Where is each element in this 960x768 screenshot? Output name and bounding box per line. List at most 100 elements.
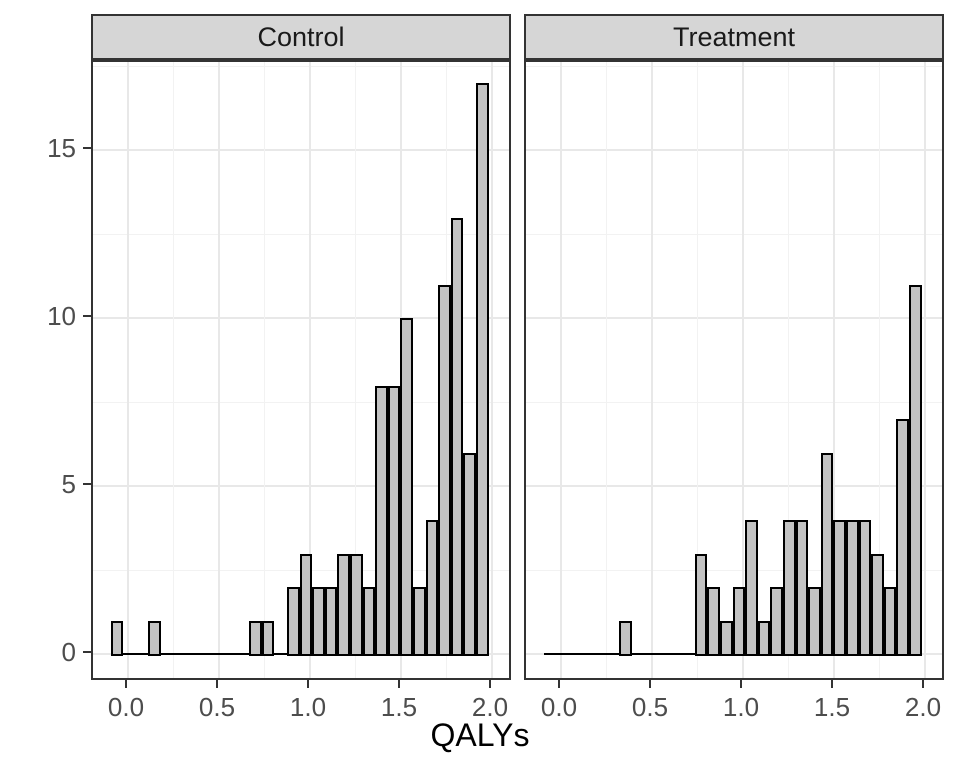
y-tick-label: 15 bbox=[47, 133, 76, 164]
y-axis-tick bbox=[83, 315, 91, 318]
x-tick-label: 1.5 bbox=[813, 692, 851, 722]
histogram-bar bbox=[619, 620, 632, 657]
histogram-bar bbox=[262, 620, 274, 657]
gridline-major-v bbox=[559, 62, 562, 678]
histogram-bar bbox=[337, 553, 350, 657]
histogram-bar bbox=[438, 284, 451, 657]
histogram-bar bbox=[249, 620, 262, 657]
gridline-minor-h bbox=[526, 569, 942, 571]
x-axis-tick bbox=[921, 680, 924, 688]
histogram-bar bbox=[325, 587, 337, 657]
histogram-bar bbox=[871, 553, 884, 657]
histogram-bar bbox=[733, 587, 745, 657]
gridline-major-h bbox=[93, 317, 509, 320]
x-axis-tick bbox=[306, 680, 309, 688]
y-tick-label: 0 bbox=[61, 637, 76, 668]
x-axis-tick bbox=[488, 680, 491, 688]
histogram-bar bbox=[896, 419, 909, 657]
gridline-minor-v bbox=[354, 62, 356, 678]
histogram-bar bbox=[720, 620, 733, 657]
histogram-bar bbox=[821, 452, 833, 657]
histogram-bar bbox=[859, 520, 871, 657]
histogram-bar bbox=[833, 520, 846, 657]
gridline-minor-h bbox=[526, 401, 942, 403]
x-tick-label: 2.0 bbox=[904, 692, 942, 722]
histogram-bar bbox=[350, 553, 363, 657]
gridline-major-h bbox=[93, 485, 509, 488]
gridline-minor-h bbox=[526, 233, 942, 235]
gridline-minor-h bbox=[93, 233, 509, 235]
x-tick-label: 1.0 bbox=[722, 692, 760, 722]
histogram-bar bbox=[400, 318, 413, 657]
y-axis-tick bbox=[83, 483, 91, 486]
x-tick-label: 0.0 bbox=[107, 692, 145, 722]
histogram-bar bbox=[846, 520, 859, 657]
histogram-bar bbox=[312, 587, 325, 657]
histogram-bar bbox=[758, 620, 770, 657]
gridline-minor-v bbox=[605, 62, 607, 678]
histogram-bar bbox=[783, 520, 796, 657]
histogram-bar bbox=[770, 587, 783, 657]
plot-panel-control bbox=[91, 60, 511, 680]
x-axis-tick bbox=[124, 680, 127, 688]
gridline-minor-v bbox=[172, 62, 174, 678]
x-axis-tick bbox=[397, 680, 400, 688]
histogram-bar bbox=[363, 587, 375, 657]
x-axis-tick bbox=[557, 680, 560, 688]
gridline-major-v bbox=[650, 62, 653, 678]
gridline-major-v bbox=[490, 62, 493, 678]
gridline-minor-v bbox=[696, 62, 698, 678]
histogram-bar bbox=[909, 284, 922, 657]
gridline-major-v bbox=[308, 62, 311, 678]
histogram-bar bbox=[707, 587, 720, 657]
gridline-major-v bbox=[126, 62, 129, 678]
x-tick-label: 1.0 bbox=[289, 692, 327, 722]
facet-strip-label: Treatment bbox=[672, 21, 796, 52]
histogram-bar bbox=[745, 520, 758, 657]
gridline-minor-v bbox=[263, 62, 265, 678]
y-tick-label: 10 bbox=[47, 301, 76, 332]
gridline-major-h bbox=[526, 485, 942, 488]
gridline-major-v bbox=[832, 62, 835, 678]
histogram-bar bbox=[388, 385, 400, 657]
facet-strip-treatment: Treatment bbox=[524, 14, 944, 60]
gridline-major-h bbox=[93, 149, 509, 152]
histogram-bar bbox=[884, 587, 896, 657]
histogram-bar bbox=[463, 452, 476, 657]
histogram-bar bbox=[111, 620, 123, 657]
x-tick-label: 2.0 bbox=[471, 692, 509, 722]
gridline-minor-h bbox=[93, 401, 509, 403]
gridline-minor-h bbox=[93, 65, 509, 67]
histogram-bar bbox=[796, 520, 808, 657]
histogram-bar bbox=[808, 587, 821, 657]
gridline-major-h bbox=[526, 317, 942, 320]
x-axis-tick bbox=[830, 680, 833, 688]
y-tick-label: 5 bbox=[61, 469, 76, 500]
gridline-major-v bbox=[741, 62, 744, 678]
histogram-bar bbox=[451, 217, 463, 657]
histogram-bar bbox=[413, 587, 426, 657]
histogram-bar bbox=[300, 553, 312, 657]
y-axis-tick bbox=[83, 147, 91, 150]
facet-strip-control: Control bbox=[91, 14, 511, 60]
histogram-bar bbox=[375, 385, 388, 657]
histogram-bar bbox=[426, 520, 438, 657]
y-axis-tick bbox=[83, 651, 91, 654]
x-axis-tick bbox=[739, 680, 742, 688]
x-axis-tick bbox=[648, 680, 651, 688]
x-tick-label: 0.5 bbox=[631, 692, 669, 722]
gridline-minor-h bbox=[526, 65, 942, 67]
x-tick-label: 0.5 bbox=[198, 692, 236, 722]
x-tick-label: 1.5 bbox=[380, 692, 418, 722]
histogram-bar bbox=[287, 587, 300, 657]
facet-strip-label: Control bbox=[257, 21, 345, 52]
gridline-major-v bbox=[217, 62, 220, 678]
gridline-minor-v bbox=[878, 62, 880, 678]
histogram-bar bbox=[695, 553, 707, 657]
x-axis-title: QALYs bbox=[430, 717, 530, 753]
plot-panel-treatment bbox=[524, 60, 944, 680]
x-axis-tick bbox=[215, 680, 218, 688]
x-tick-label: 0.0 bbox=[540, 692, 578, 722]
histogram-bar bbox=[148, 620, 161, 657]
